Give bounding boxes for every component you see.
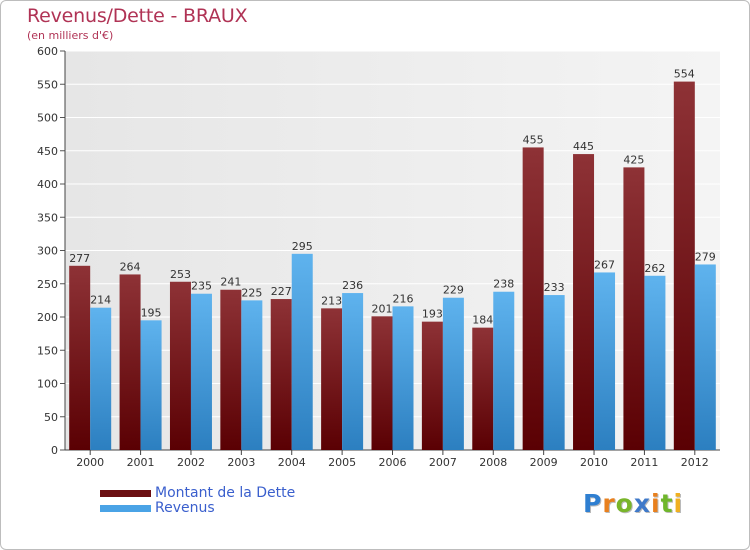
bar-revenus xyxy=(493,291,515,450)
y-tick-label: 200 xyxy=(37,311,58,324)
logo-letter: t xyxy=(660,489,674,518)
bar-revenus xyxy=(392,306,414,450)
data-label-revenus: 267 xyxy=(594,258,615,271)
x-tick-label: 2010 xyxy=(580,456,608,469)
bar-revenus xyxy=(241,300,263,450)
x-tick-label: 2001 xyxy=(127,456,155,469)
x-tick-label: 2006 xyxy=(379,456,407,469)
bar-dette xyxy=(421,321,443,450)
data-label-dette: 241 xyxy=(220,276,241,289)
data-label-revenus: 233 xyxy=(544,281,565,294)
chart-subtitle: (en milliers d'€) xyxy=(27,29,114,42)
y-tick-label: 550 xyxy=(37,78,58,91)
data-label-revenus: 229 xyxy=(443,284,464,297)
bar-revenus xyxy=(594,272,616,450)
bar-dette xyxy=(522,147,544,451)
y-tick-label: 400 xyxy=(37,178,58,191)
data-label-dette: 277 xyxy=(69,252,90,265)
data-label-dette: 455 xyxy=(523,133,544,146)
x-tick-label: 2008 xyxy=(479,456,507,469)
legend-swatch-revenus xyxy=(100,505,151,512)
bar-revenus xyxy=(543,295,565,450)
bar-revenus xyxy=(140,320,162,450)
y-tick-label: 300 xyxy=(37,245,58,258)
bar-revenus xyxy=(694,264,716,450)
legend-swatch-dette xyxy=(100,490,151,497)
data-label-dette: 201 xyxy=(372,302,393,315)
y-tick-label: 50 xyxy=(44,411,58,424)
bar-revenus xyxy=(190,293,212,450)
x-tick-label: 2003 xyxy=(227,456,255,469)
data-label-revenus: 214 xyxy=(90,294,111,307)
y-tick-label: 350 xyxy=(37,211,58,224)
data-label-revenus: 236 xyxy=(342,279,363,292)
x-tick-label: 2004 xyxy=(278,456,306,469)
data-label-revenus: 262 xyxy=(644,262,665,275)
data-label-revenus: 279 xyxy=(695,250,716,263)
data-label-dette: 445 xyxy=(573,140,594,153)
data-label-dette: 253 xyxy=(170,268,191,281)
bar-revenus xyxy=(342,293,364,450)
bar-revenus xyxy=(644,275,666,450)
data-label-revenus: 195 xyxy=(141,306,162,319)
legend-label-dette: Montant de la Dette xyxy=(155,485,296,501)
data-label-revenus: 295 xyxy=(292,240,313,253)
y-tick-label: 150 xyxy=(37,344,58,357)
data-label-dette: 425 xyxy=(623,153,644,166)
data-label-dette: 213 xyxy=(321,294,342,307)
chart-title: Revenus/Dette - BRAUX xyxy=(27,5,248,27)
data-label-revenus: 216 xyxy=(393,292,414,305)
data-label-dette: 264 xyxy=(120,260,141,273)
bar-dette xyxy=(472,327,494,450)
bar-dette xyxy=(321,308,343,450)
logo-letter: P xyxy=(583,489,603,518)
bar-dette xyxy=(623,167,645,450)
logo-letter: x xyxy=(633,489,651,518)
y-tick-label: 0 xyxy=(51,444,58,457)
bar-dette xyxy=(119,274,141,450)
legend-label-revenus: Revenus xyxy=(155,500,215,516)
x-tick-label: 2007 xyxy=(429,456,457,469)
bar-dette xyxy=(220,289,242,450)
bar-dette xyxy=(371,316,393,450)
data-label-revenus: 225 xyxy=(241,286,262,299)
logo-letter: r xyxy=(602,489,616,518)
logo-letter: o xyxy=(615,489,634,518)
bar-revenus xyxy=(291,253,313,450)
y-tick-label: 600 xyxy=(37,45,58,58)
y-tick-label: 500 xyxy=(37,112,58,125)
bar-revenus xyxy=(442,297,464,450)
bar-dette xyxy=(169,281,191,450)
x-tick-label: 2000 xyxy=(76,456,104,469)
bar-dette xyxy=(673,81,695,450)
bar-dette xyxy=(573,154,595,450)
x-tick-label: 2002 xyxy=(177,456,205,469)
proxiti-logo: Proxiti xyxy=(583,489,683,518)
x-tick-label: 2009 xyxy=(530,456,558,469)
x-tick-label: 2012 xyxy=(681,456,709,469)
data-label-dette: 193 xyxy=(422,308,443,321)
logo-letter: i xyxy=(673,489,684,518)
logo-letter: i xyxy=(651,489,661,518)
y-tick-label: 250 xyxy=(37,278,58,291)
y-tick-label: 450 xyxy=(37,145,58,158)
x-tick-label: 2005 xyxy=(328,456,356,469)
y-tick-label: 100 xyxy=(37,378,58,391)
bar-dette xyxy=(69,265,91,450)
data-label-dette: 554 xyxy=(674,68,695,81)
x-tick-label: 2011 xyxy=(630,456,658,469)
bar-dette xyxy=(270,299,292,450)
data-label-dette: 227 xyxy=(271,285,292,298)
bar-revenus xyxy=(90,307,112,450)
data-label-revenus: 235 xyxy=(191,280,212,293)
data-label-dette: 184 xyxy=(472,314,493,327)
data-label-revenus: 238 xyxy=(493,278,514,291)
